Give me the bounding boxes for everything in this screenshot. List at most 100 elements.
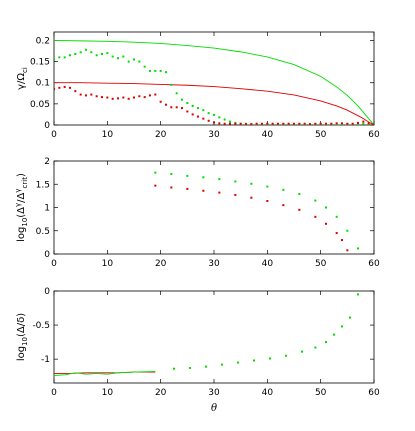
data-point: [213, 113, 215, 116]
data-point: [335, 122, 338, 125]
data-point: [197, 115, 199, 118]
data-point: [186, 187, 189, 190]
data-point: [213, 121, 215, 124]
x-tick-label: 30: [208, 259, 220, 269]
data-point: [333, 333, 335, 336]
y-tick-label: 0.2: [36, 36, 50, 46]
data-point: [266, 122, 269, 125]
data-point: [207, 119, 210, 122]
plot-frame: [53, 31, 375, 126]
data-point: [79, 93, 82, 96]
data-point: [133, 96, 135, 99]
data-point: [133, 58, 135, 61]
x-tick-label: 60: [368, 388, 380, 398]
data-point: [149, 94, 151, 97]
y-tick-label: 0: [44, 287, 50, 297]
data-point: [218, 122, 221, 125]
data-point: [325, 341, 327, 344]
data-point: [189, 367, 191, 370]
x-tick-label: 0: [51, 388, 57, 398]
data-point: [245, 123, 247, 125]
data-point: [202, 109, 205, 112]
data-point: [175, 106, 178, 109]
data-point: [255, 122, 258, 125]
data-point: [314, 122, 317, 125]
data-point: [122, 55, 125, 58]
data-point: [54, 88, 55, 91]
series-line-2: [54, 370, 156, 376]
data-point: [298, 208, 301, 211]
data-point: [362, 120, 365, 123]
data-point: [181, 98, 183, 101]
data-point: [191, 113, 194, 116]
data-point: [271, 122, 274, 125]
data-point: [138, 60, 141, 63]
data-point: [186, 110, 189, 113]
series-line-1: [54, 40, 374, 125]
data-point: [223, 122, 226, 125]
y-tick-label: 0.1: [36, 79, 50, 89]
data-point: [218, 191, 221, 194]
series-group: [54, 40, 374, 125]
data-point: [346, 122, 349, 125]
data-point: [298, 193, 301, 196]
x-tick-label: 50: [315, 259, 327, 269]
data-point: [237, 361, 239, 364]
data-point: [351, 122, 354, 125]
data-point: [101, 52, 103, 55]
data-point: [335, 232, 338, 235]
x-tick-label: 20: [155, 130, 167, 140]
data-point: [143, 96, 146, 99]
y-tick-label: -0.5: [32, 321, 50, 331]
data-point: [357, 293, 359, 296]
data-point: [239, 122, 242, 125]
data-point: [95, 95, 98, 98]
data-point: [325, 122, 327, 125]
data-point: [85, 48, 87, 51]
data-point: [346, 229, 349, 232]
data-point: [181, 107, 183, 110]
y-tick-label: -1: [41, 355, 50, 365]
data-point: [234, 180, 237, 183]
data-point: [229, 120, 231, 123]
data-point: [357, 123, 359, 125]
data-point: [90, 51, 93, 54]
data-point: [234, 193, 237, 196]
chart-panel-1: 0 10 20 30 40 50 60 0 0.05 0.1 0.15 0.2 γ/Ωci: [16, 31, 380, 140]
data-point: [154, 184, 157, 187]
data-point: [261, 122, 263, 125]
data-point: [170, 106, 173, 109]
data-point: [346, 249, 349, 252]
data-point: [159, 100, 162, 103]
data-point: [362, 122, 365, 125]
y-tick-label: 1.5: [36, 180, 50, 190]
data-point: [250, 182, 253, 185]
data-point: [154, 93, 157, 96]
data-point: [293, 122, 295, 125]
data-point: [221, 363, 223, 366]
data-point: [266, 185, 269, 188]
x-tick-label: 0: [51, 259, 57, 269]
data-point: [298, 122, 301, 125]
data-point: [154, 171, 157, 174]
data-point: [282, 188, 285, 191]
data-point: [191, 104, 194, 107]
data-point: [357, 247, 359, 250]
data-point: [314, 199, 317, 202]
y-tick-label: 0: [44, 250, 50, 260]
data-point: [95, 54, 98, 57]
y-tick-label: 0.05: [30, 100, 50, 110]
data-point: [127, 97, 130, 100]
y-tick-label: 0.5: [36, 227, 50, 237]
data-point: [253, 359, 255, 362]
data-point: [287, 122, 290, 125]
x-tick-label: 10: [102, 388, 114, 398]
data-point: [175, 92, 178, 95]
data-point: [335, 215, 338, 218]
y-tick-label: 0: [44, 121, 50, 131]
data-point: [159, 69, 162, 72]
x-tick-label: 30: [208, 388, 220, 398]
data-point: [165, 71, 167, 74]
data-point: [186, 102, 189, 105]
